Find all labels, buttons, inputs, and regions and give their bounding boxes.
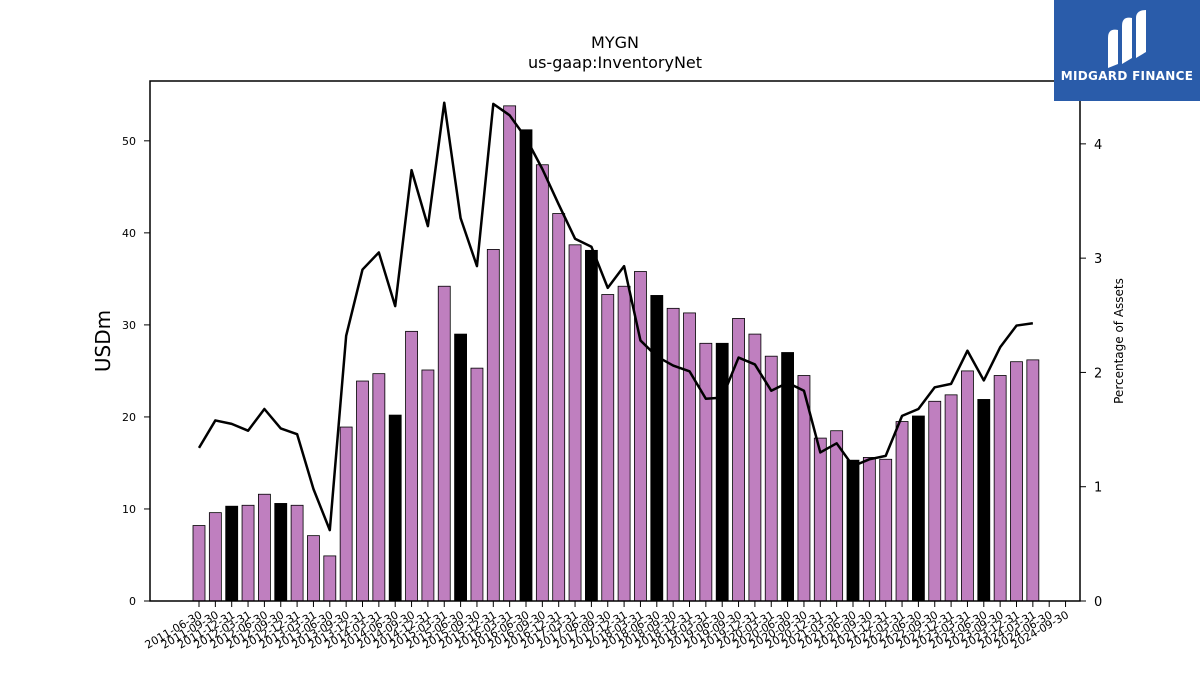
y-tick-label: 10	[122, 503, 136, 516]
bar	[388, 414, 402, 602]
y-axis-left: 0 10 20 30 40 50	[122, 135, 150, 608]
series-line	[197, 101, 1034, 532]
chart-title: MYGN	[591, 33, 639, 52]
bar	[405, 330, 418, 602]
y2-tick-label: 2	[1094, 366, 1102, 381]
bar	[846, 459, 860, 602]
bar	[993, 375, 1007, 602]
bar	[290, 504, 304, 602]
bar	[323, 555, 337, 602]
y2-tick-label: 4	[1094, 138, 1102, 153]
bar	[225, 505, 239, 602]
bar	[1026, 359, 1040, 602]
y-tick-label: 50	[122, 135, 136, 148]
bar	[912, 415, 925, 602]
y2-tick-label: 0	[1094, 595, 1102, 610]
bar	[961, 370, 974, 602]
bar	[274, 503, 288, 602]
bar	[715, 342, 729, 602]
bar	[862, 457, 876, 602]
bar	[601, 294, 615, 602]
bar	[552, 213, 566, 602]
bar	[307, 535, 320, 602]
bar	[486, 249, 500, 602]
bar	[781, 352, 794, 602]
y2-tick-label: 3	[1094, 252, 1102, 267]
bar	[339, 426, 353, 602]
plot-frame	[149, 80, 1081, 602]
y2-tick-label: 1	[1094, 481, 1102, 496]
bar	[879, 458, 893, 602]
bar	[1010, 361, 1023, 602]
bar	[503, 105, 517, 602]
chart-subtitle: us-gaap:InventoryNet	[528, 53, 702, 72]
bar	[257, 493, 271, 602]
bar	[585, 249, 598, 602]
bar	[372, 373, 386, 602]
bar	[699, 342, 713, 602]
y-tick-label: 30	[122, 319, 136, 332]
bar	[470, 367, 484, 602]
bar	[830, 430, 844, 602]
bar	[519, 129, 533, 602]
bar	[437, 285, 451, 602]
bar	[748, 333, 762, 602]
bar	[356, 380, 369, 602]
bar	[192, 525, 206, 602]
bar	[650, 295, 664, 602]
bar	[535, 164, 549, 602]
bar	[895, 421, 909, 602]
bar	[421, 369, 435, 602]
logo-text: MIDGARD FINANCE	[1060, 69, 1194, 83]
midgard-logo-icon	[1108, 10, 1146, 68]
y2-axis-label: Percentage of Assets	[1112, 278, 1126, 404]
bar	[454, 333, 468, 602]
midgard-finance-logo: MIDGARD FINANCE	[1054, 0, 1200, 101]
y-axis-right: 0 1 2 3 4	[1080, 138, 1102, 610]
bar	[928, 400, 942, 602]
y-tick-label: 20	[122, 411, 136, 424]
y-axis-label: USDm	[91, 310, 115, 372]
bar	[764, 355, 778, 602]
bar	[813, 437, 827, 602]
bar	[568, 244, 582, 602]
bars-layer	[192, 105, 1040, 602]
y-tick-label: 0	[129, 595, 136, 608]
bar	[666, 307, 680, 602]
bar	[977, 399, 991, 602]
y-tick-label: 40	[122, 227, 136, 240]
bar	[683, 312, 696, 602]
bar	[617, 285, 631, 602]
bar	[241, 504, 255, 602]
bar	[944, 394, 958, 602]
bar	[208, 512, 222, 602]
line-layer	[197, 101, 1034, 532]
x-axis: 2011-06-302011-09-302011-12-312012-03-31…	[143, 601, 1071, 652]
